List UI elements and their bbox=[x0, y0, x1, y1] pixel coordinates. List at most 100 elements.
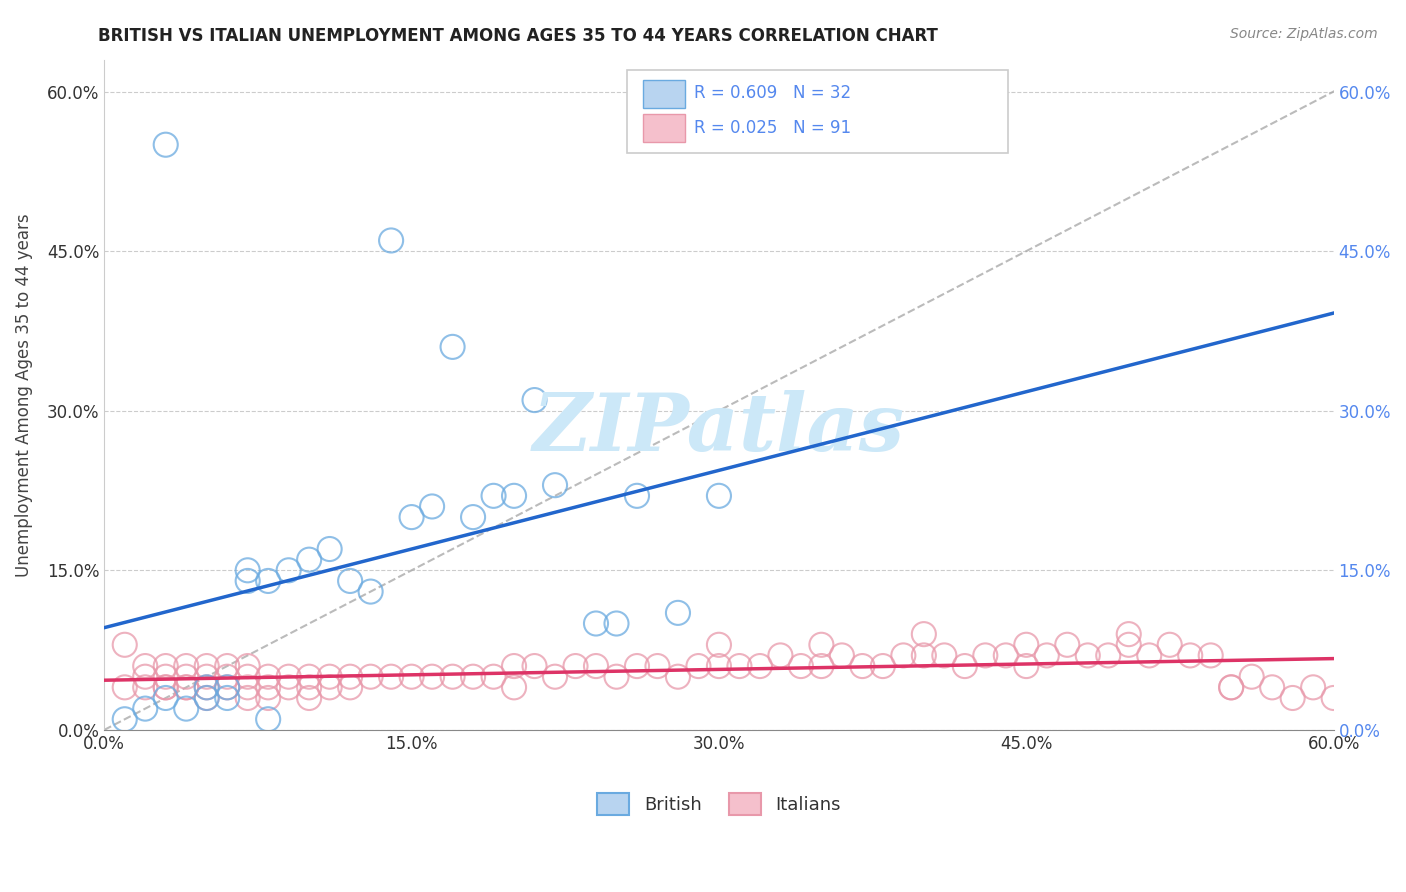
Point bbox=[461, 670, 484, 684]
Point bbox=[851, 659, 873, 673]
Point bbox=[360, 670, 382, 684]
Point bbox=[810, 638, 832, 652]
Point bbox=[666, 606, 689, 620]
Point bbox=[155, 681, 177, 695]
Point bbox=[748, 659, 770, 673]
Point bbox=[318, 670, 340, 684]
Point bbox=[174, 681, 197, 695]
Point bbox=[401, 510, 423, 524]
Point bbox=[626, 659, 648, 673]
Point bbox=[236, 690, 259, 705]
Point bbox=[482, 489, 505, 503]
Point bbox=[503, 489, 526, 503]
Point bbox=[420, 670, 443, 684]
Point bbox=[912, 648, 935, 663]
Point bbox=[277, 681, 299, 695]
Point bbox=[1137, 648, 1160, 663]
Point bbox=[585, 659, 607, 673]
Point bbox=[339, 681, 361, 695]
Text: R = 0.609   N = 32: R = 0.609 N = 32 bbox=[695, 84, 852, 102]
Point bbox=[831, 648, 853, 663]
Point bbox=[217, 681, 239, 695]
Y-axis label: Unemployment Among Ages 35 to 44 years: Unemployment Among Ages 35 to 44 years bbox=[15, 213, 32, 576]
Point bbox=[236, 563, 259, 577]
Point bbox=[257, 574, 280, 588]
Text: R = 0.025   N = 91: R = 0.025 N = 91 bbox=[695, 119, 852, 137]
Point bbox=[360, 584, 382, 599]
Point bbox=[380, 670, 402, 684]
Point bbox=[891, 648, 914, 663]
Point bbox=[195, 670, 218, 684]
Point bbox=[707, 659, 730, 673]
Point bbox=[1281, 690, 1303, 705]
Point bbox=[605, 670, 627, 684]
Point bbox=[1240, 670, 1263, 684]
Text: Source: ZipAtlas.com: Source: ZipAtlas.com bbox=[1230, 27, 1378, 41]
Point bbox=[236, 670, 259, 684]
Point bbox=[974, 648, 997, 663]
Point bbox=[339, 670, 361, 684]
Point bbox=[1261, 681, 1284, 695]
Point bbox=[688, 659, 710, 673]
Point bbox=[195, 681, 218, 695]
Point bbox=[257, 670, 280, 684]
Point bbox=[1199, 648, 1222, 663]
Point bbox=[195, 659, 218, 673]
Point bbox=[217, 690, 239, 705]
Point bbox=[605, 616, 627, 631]
Text: ZIPatlas: ZIPatlas bbox=[533, 390, 905, 467]
Point bbox=[523, 659, 546, 673]
Point bbox=[134, 701, 156, 715]
Point bbox=[155, 670, 177, 684]
Point bbox=[277, 563, 299, 577]
Point bbox=[114, 638, 136, 652]
Point bbox=[1056, 638, 1078, 652]
Point bbox=[1077, 648, 1099, 663]
Point bbox=[1159, 638, 1181, 652]
Point bbox=[666, 670, 689, 684]
Point bbox=[114, 712, 136, 726]
Point bbox=[461, 510, 484, 524]
Point bbox=[1180, 648, 1202, 663]
Point bbox=[1015, 659, 1038, 673]
Point bbox=[707, 489, 730, 503]
Point bbox=[155, 137, 177, 152]
Point bbox=[298, 690, 321, 705]
Point bbox=[174, 701, 197, 715]
Point bbox=[217, 670, 239, 684]
Point bbox=[114, 681, 136, 695]
Point bbox=[1118, 638, 1140, 652]
Point bbox=[503, 681, 526, 695]
Point bbox=[626, 489, 648, 503]
Point bbox=[298, 670, 321, 684]
Point bbox=[217, 681, 239, 695]
Legend: British, Italians: British, Italians bbox=[589, 786, 848, 822]
Point bbox=[769, 648, 792, 663]
Point bbox=[994, 648, 1017, 663]
Point bbox=[401, 670, 423, 684]
FancyBboxPatch shape bbox=[643, 114, 685, 142]
Point bbox=[1036, 648, 1059, 663]
Point bbox=[647, 659, 669, 673]
Point bbox=[277, 670, 299, 684]
Point bbox=[298, 552, 321, 566]
Point bbox=[1015, 638, 1038, 652]
Point bbox=[257, 712, 280, 726]
FancyBboxPatch shape bbox=[627, 70, 1008, 153]
Point bbox=[380, 234, 402, 248]
Point bbox=[1220, 681, 1243, 695]
Point bbox=[544, 670, 567, 684]
Point bbox=[934, 648, 956, 663]
Point bbox=[728, 659, 751, 673]
Point bbox=[236, 659, 259, 673]
Point bbox=[318, 542, 340, 557]
Point bbox=[318, 681, 340, 695]
Point bbox=[236, 681, 259, 695]
Point bbox=[810, 659, 832, 673]
Point bbox=[544, 478, 567, 492]
Point bbox=[195, 690, 218, 705]
Point bbox=[339, 574, 361, 588]
Point bbox=[155, 690, 177, 705]
Point bbox=[1323, 690, 1346, 705]
Text: BRITISH VS ITALIAN UNEMPLOYMENT AMONG AGES 35 TO 44 YEARS CORRELATION CHART: BRITISH VS ITALIAN UNEMPLOYMENT AMONG AG… bbox=[98, 27, 938, 45]
